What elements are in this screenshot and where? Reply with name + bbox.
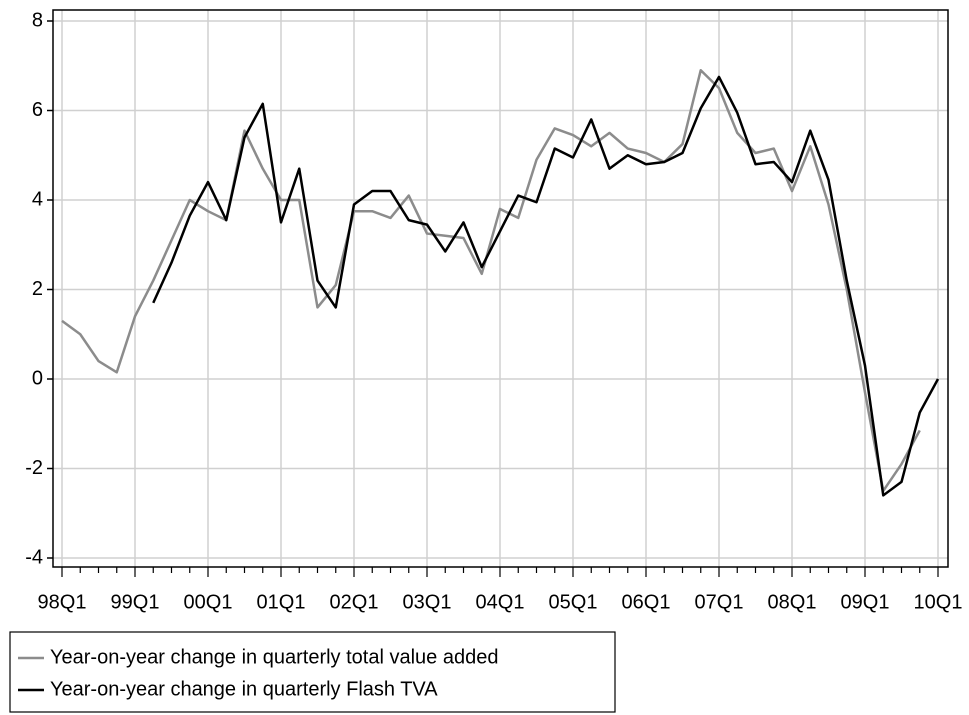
x-tick-label: 06Q1 (622, 591, 671, 613)
legend-box (9, 631, 616, 713)
x-tick-label: 09Q1 (841, 591, 890, 613)
x-tick-label: 98Q1 (38, 591, 87, 613)
x-tick-label: 10Q1 (914, 591, 963, 613)
y-tick-label: 2 (32, 278, 43, 300)
y-tick-label: 4 (32, 188, 43, 210)
series-line (152, 75, 940, 497)
series-line (61, 68, 921, 493)
y-tick-label: 6 (32, 99, 43, 121)
y-tick-label: 8 (32, 9, 43, 31)
x-tick-label: 01Q1 (257, 591, 306, 613)
x-tick-label: 05Q1 (549, 591, 598, 613)
x-tick-label: 07Q1 (695, 591, 744, 613)
legend-label: Year-on-year change in quarterly Flash T… (50, 678, 438, 700)
x-tick-label: 99Q1 (111, 591, 160, 613)
y-tick-label: 0 (32, 367, 43, 389)
y-tick-label: -2 (25, 457, 43, 479)
x-tick-label: 02Q1 (330, 591, 379, 613)
legend-label: Year-on-year change in quarterly total v… (50, 646, 498, 668)
x-tick-label: 03Q1 (403, 591, 452, 613)
x-tick-label: 04Q1 (476, 591, 525, 613)
x-tick-label: 08Q1 (768, 591, 817, 613)
plot-frame (52, 9, 949, 568)
y-tick-label: -4 (25, 546, 43, 568)
x-tick-label: 00Q1 (184, 591, 233, 613)
